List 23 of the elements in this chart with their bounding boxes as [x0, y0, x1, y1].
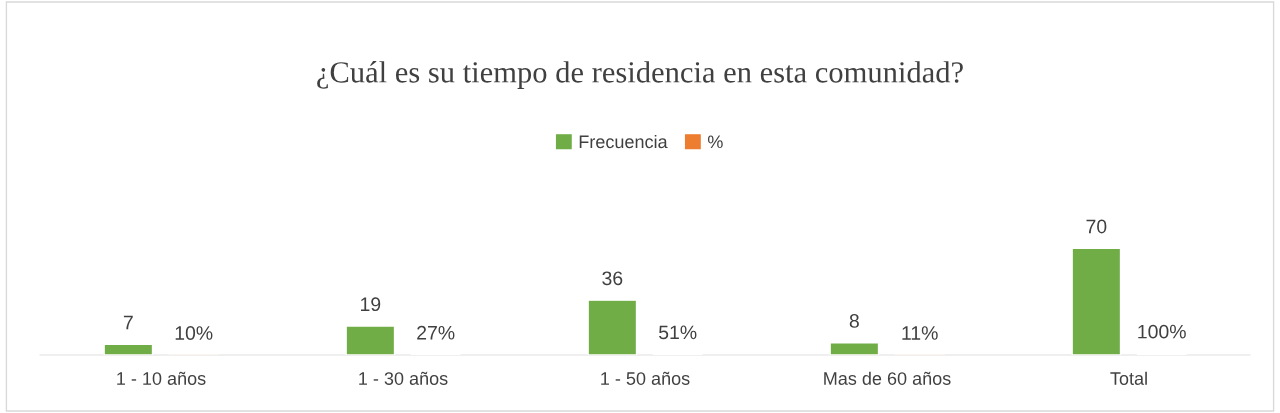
data-label: 27%	[417, 325, 455, 340]
x-tick-label: Total	[1110, 371, 1147, 385]
chart-title: ¿Cuál es su tiempo de residencia en esta comunidad?	[317, 61, 963, 89]
bar	[103, 343, 154, 355]
data-label: 100%	[1138, 324, 1186, 339]
data-label: 51%	[658, 325, 697, 340]
legend-label: %	[707, 135, 723, 149]
data-label: 70	[1086, 219, 1107, 234]
data-label: 8	[849, 314, 859, 328]
data-label: 10%	[175, 326, 213, 340]
legend-label: Frecuencia	[579, 134, 668, 149]
bar	[829, 342, 880, 355]
data-label: 7	[123, 315, 133, 330]
bar	[587, 299, 638, 355]
x-tick-label: 1 - 50 años	[601, 371, 690, 385]
x-tick-label: Mas de 60 años	[824, 371, 951, 385]
x-tick-label: 1 - 10 años	[117, 371, 206, 385]
data-label: 36	[602, 271, 623, 286]
bar	[1071, 247, 1122, 355]
data-label: 19	[361, 297, 381, 312]
x-tick-label: 1 - 30 años	[359, 371, 448, 385]
bar	[345, 325, 396, 355]
data-label: 11%	[902, 326, 938, 340]
